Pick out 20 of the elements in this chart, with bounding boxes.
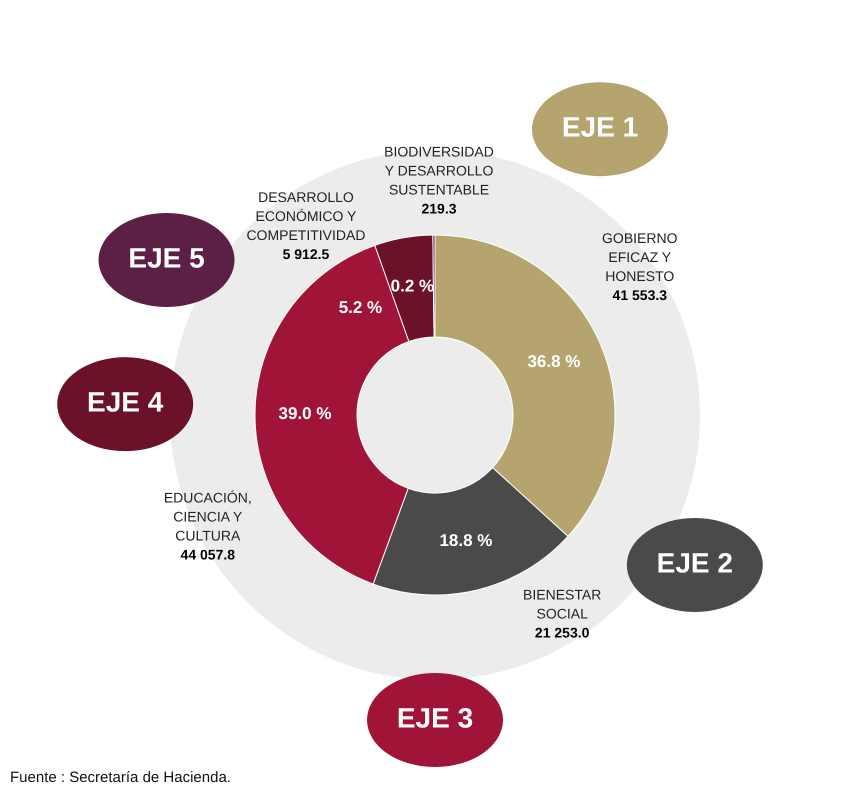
text: 5.2 % — [338, 298, 382, 317]
slice-label: BIENESTAR SOCIAL — [523, 586, 602, 622]
text: EJE 4 — [87, 386, 164, 418]
data-label: 21 253.0 — [534, 624, 590, 641]
text: 39.0 % — [278, 404, 332, 423]
data-label: 44 057.8 — [180, 546, 236, 562]
text: 36.8 % — [527, 352, 580, 372]
slice-label: DESARROLLO ECONÓMICO Y COMPETITIVIDAD — [246, 189, 366, 244]
slice-label: EDUCACIÓN, CIENCIA Y CULTURA — [164, 489, 252, 544]
text: EJE 1 — [562, 112, 638, 143]
text: EJE 3 — [396, 702, 474, 734]
data-label: 41 553.3 — [612, 287, 668, 304]
text: EJE 2 — [656, 547, 733, 578]
text: 18.8 % — [439, 530, 492, 550]
text: EJE 5 — [128, 242, 205, 274]
slice-label: GOBIERNO EFICAZ Y HONESTO — [602, 230, 678, 284]
data-label: 5 912.5 — [282, 246, 330, 262]
source-note: Fuente : Secretaría de Hacienda. — [10, 769, 231, 786]
slice-label: BIODIVERSIDAD Y DESARROLLO SUSTENTABLE — [384, 144, 494, 198]
data-label: 219.3 — [421, 200, 457, 217]
